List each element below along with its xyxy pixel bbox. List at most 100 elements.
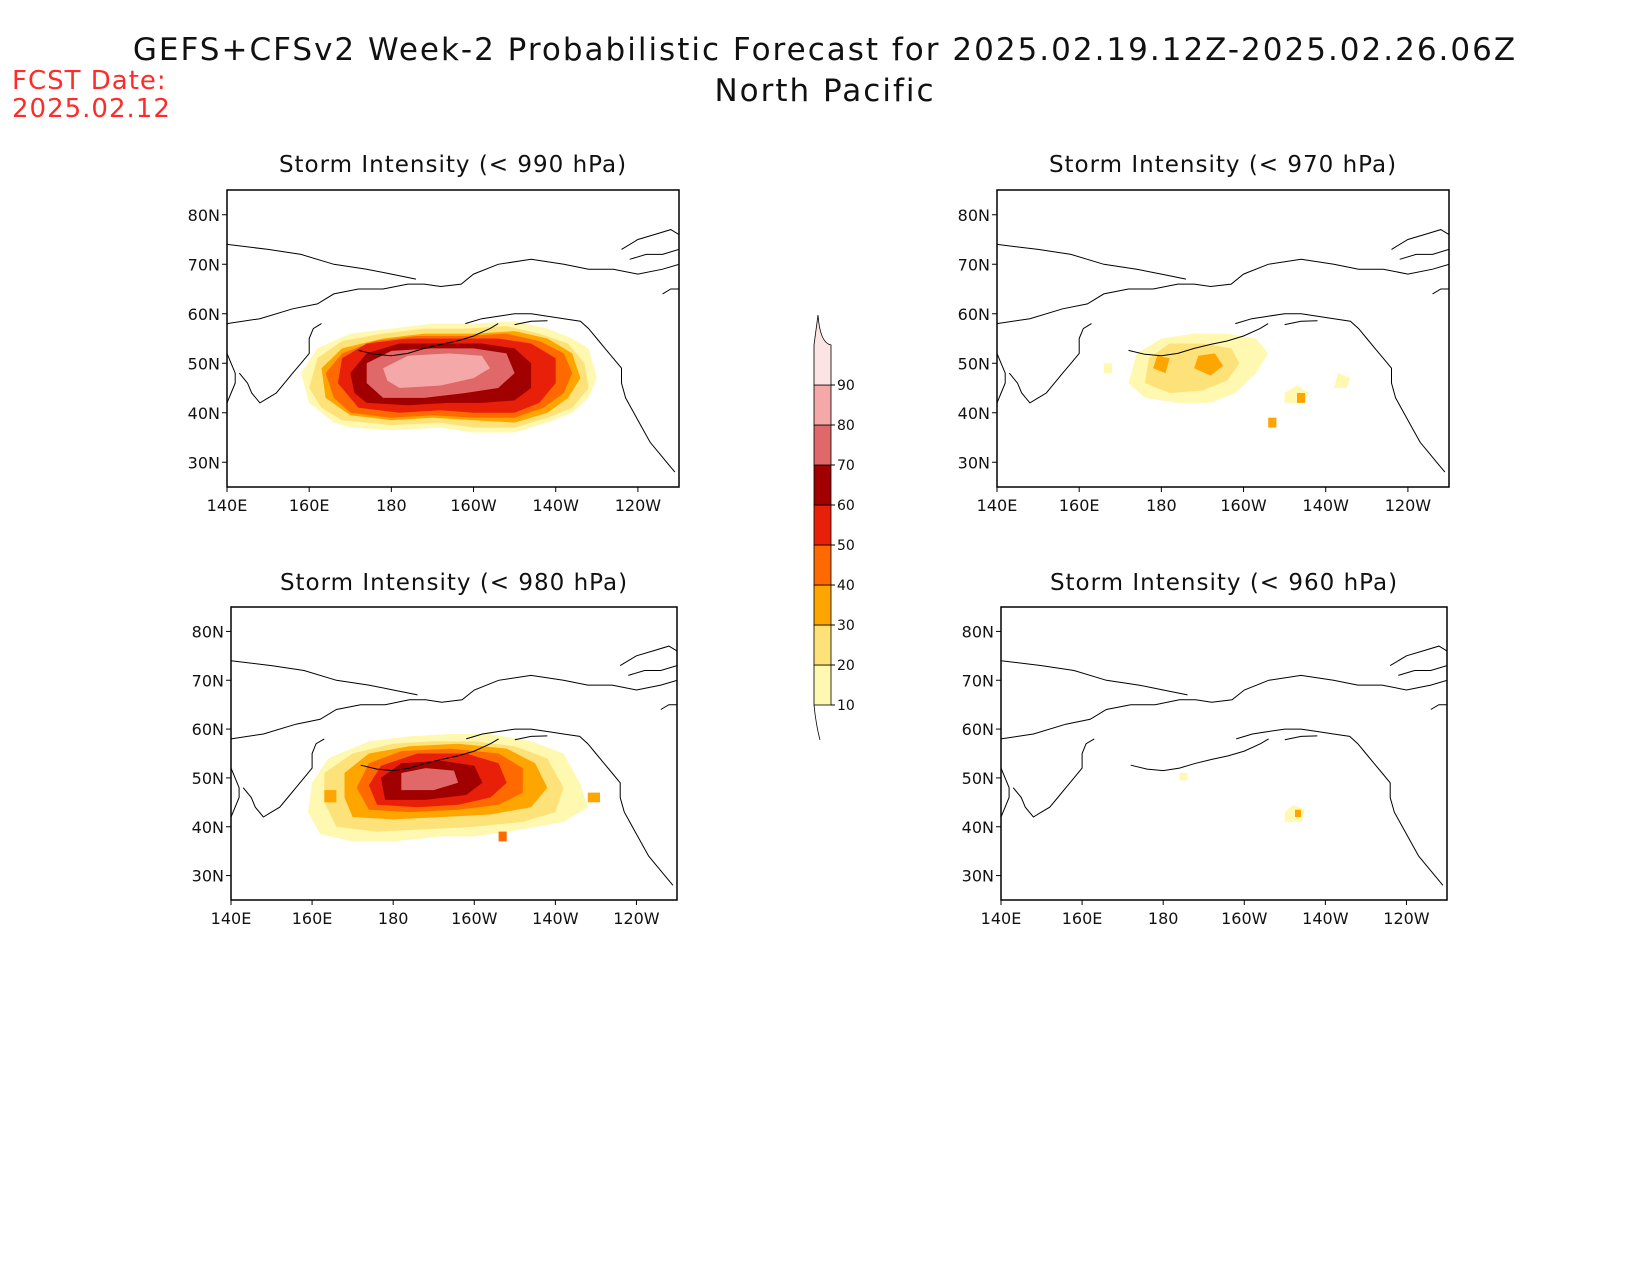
coastline bbox=[1001, 660, 1188, 696]
lon-tick-label: 120W bbox=[1383, 909, 1430, 928]
lon-tick-label: 180 bbox=[378, 909, 409, 928]
coastline bbox=[629, 248, 679, 260]
lon-tick-label: 120W bbox=[1385, 496, 1432, 515]
lon-tick-label: 140E bbox=[977, 496, 1018, 515]
coastline bbox=[1432, 288, 1449, 295]
colorbar-swatch bbox=[813, 424, 832, 466]
lat-tick-label: 30N bbox=[188, 453, 220, 472]
probability-region bbox=[1179, 773, 1188, 781]
lon-tick-label: 160E bbox=[289, 496, 330, 515]
figure-region: North Pacific bbox=[714, 73, 936, 109]
lat-tick-label: 80N bbox=[192, 622, 224, 641]
coastline bbox=[1008, 323, 1092, 404]
colorbar-tail bbox=[813, 704, 821, 741]
lat-tick-label: 50N bbox=[192, 769, 224, 788]
lat-tick-label: 30N bbox=[192, 867, 224, 886]
probability-region bbox=[383, 353, 490, 388]
lat-tick-label: 50N bbox=[188, 354, 220, 373]
probability-region bbox=[498, 831, 507, 842]
panel-map-area bbox=[997, 229, 1449, 473]
coastline bbox=[997, 243, 1187, 280]
colorbar-label: 40 bbox=[837, 578, 855, 594]
coastline bbox=[1399, 248, 1449, 260]
colorbar-swatch bbox=[813, 464, 832, 506]
lat-tick-label: 40N bbox=[192, 818, 224, 837]
lat-tick-label: 70N bbox=[958, 255, 990, 274]
panel-title: Storm Intensity (< 960 hPa) bbox=[1050, 570, 1398, 596]
figure-title: GEFS+CFSv2 Week-2 Probabilistic Forecast… bbox=[132, 32, 1518, 68]
coastline bbox=[1130, 738, 1269, 772]
coastline bbox=[619, 645, 677, 667]
coastline bbox=[1389, 645, 1447, 667]
lon-tick-label: 180 bbox=[376, 496, 407, 515]
lat-tick-label: 50N bbox=[958, 354, 990, 373]
colorbar-label: 30 bbox=[837, 618, 855, 634]
lat-tick-label: 40N bbox=[188, 404, 220, 423]
lon-tick-label: 160E bbox=[292, 909, 333, 928]
lon-tick-label: 140W bbox=[533, 496, 580, 515]
lat-tick-label: 50N bbox=[962, 769, 994, 788]
colorbar-label: 50 bbox=[837, 538, 855, 554]
panel-title: Storm Intensity (< 980 hPa) bbox=[280, 570, 628, 596]
coastline bbox=[1001, 767, 1010, 818]
lon-tick-label: 180 bbox=[1146, 496, 1177, 515]
probability-region bbox=[1284, 804, 1306, 822]
coastline bbox=[465, 313, 676, 473]
coastline bbox=[628, 665, 677, 676]
coastline bbox=[1284, 320, 1318, 326]
lat-tick-label: 70N bbox=[188, 255, 220, 274]
coastline bbox=[358, 323, 499, 357]
lon-tick-label: 160E bbox=[1059, 496, 1100, 515]
colorbar-swatch bbox=[813, 314, 832, 386]
coastline bbox=[1236, 728, 1444, 886]
fcst-date-label: FCST Date: bbox=[12, 66, 167, 96]
colorbar-swatch bbox=[813, 664, 832, 706]
probability-region bbox=[1297, 393, 1306, 403]
colorbar-swatch bbox=[813, 544, 832, 586]
probability-region bbox=[1333, 373, 1351, 388]
coastline bbox=[514, 320, 548, 326]
coastline bbox=[231, 767, 240, 818]
lat-tick-label: 80N bbox=[962, 622, 994, 641]
panel-p970: Storm Intensity (< 970 hPa) 80N 70N 60N 50N 4… bbox=[958, 152, 1450, 515]
lat-tick-label: 80N bbox=[188, 206, 220, 225]
lon-tick-label: 120W bbox=[615, 496, 662, 515]
colorbar-swatch bbox=[813, 624, 832, 666]
coastline bbox=[231, 674, 677, 740]
coastline bbox=[1391, 229, 1449, 250]
coastline bbox=[227, 258, 679, 325]
lat-tick-label: 60N bbox=[188, 305, 220, 324]
coastline bbox=[1235, 313, 1446, 473]
probability-region bbox=[1284, 385, 1310, 403]
coastline bbox=[1001, 674, 1447, 740]
lon-tick-label: 140E bbox=[207, 496, 248, 515]
coastline bbox=[360, 738, 499, 772]
panel-frame bbox=[996, 189, 1450, 488]
colorbar-label: 90 bbox=[837, 378, 855, 394]
panel-title: Storm Intensity (< 970 hPa) bbox=[1049, 152, 1397, 178]
panel-frame bbox=[230, 606, 678, 901]
coastline bbox=[662, 288, 679, 295]
probability-region bbox=[1153, 355, 1170, 374]
lat-tick-label: 60N bbox=[962, 720, 994, 739]
panel-p960: Storm Intensity (< 960 hPa) 80N 70N 60N 50N 4… bbox=[962, 570, 1448, 928]
panel-title: Storm Intensity (< 990 hPa) bbox=[279, 152, 627, 178]
coastline bbox=[466, 728, 674, 886]
coastline bbox=[997, 258, 1449, 325]
coastline bbox=[514, 735, 548, 741]
lon-tick-label: 160W bbox=[1221, 909, 1268, 928]
probability-region bbox=[1268, 417, 1277, 428]
coastline bbox=[227, 243, 417, 280]
colorbar-swatch bbox=[813, 584, 832, 626]
colorbar-swatch bbox=[813, 504, 832, 546]
colorbar-label: 60 bbox=[837, 498, 855, 514]
coastline bbox=[1128, 323, 1269, 357]
lat-tick-label: 80N bbox=[958, 206, 990, 225]
lat-tick-label: 30N bbox=[958, 453, 990, 472]
probability-region bbox=[401, 768, 459, 791]
panel-frame bbox=[226, 189, 680, 488]
panel-frame bbox=[1000, 606, 1448, 901]
probability-region bbox=[1194, 353, 1223, 376]
